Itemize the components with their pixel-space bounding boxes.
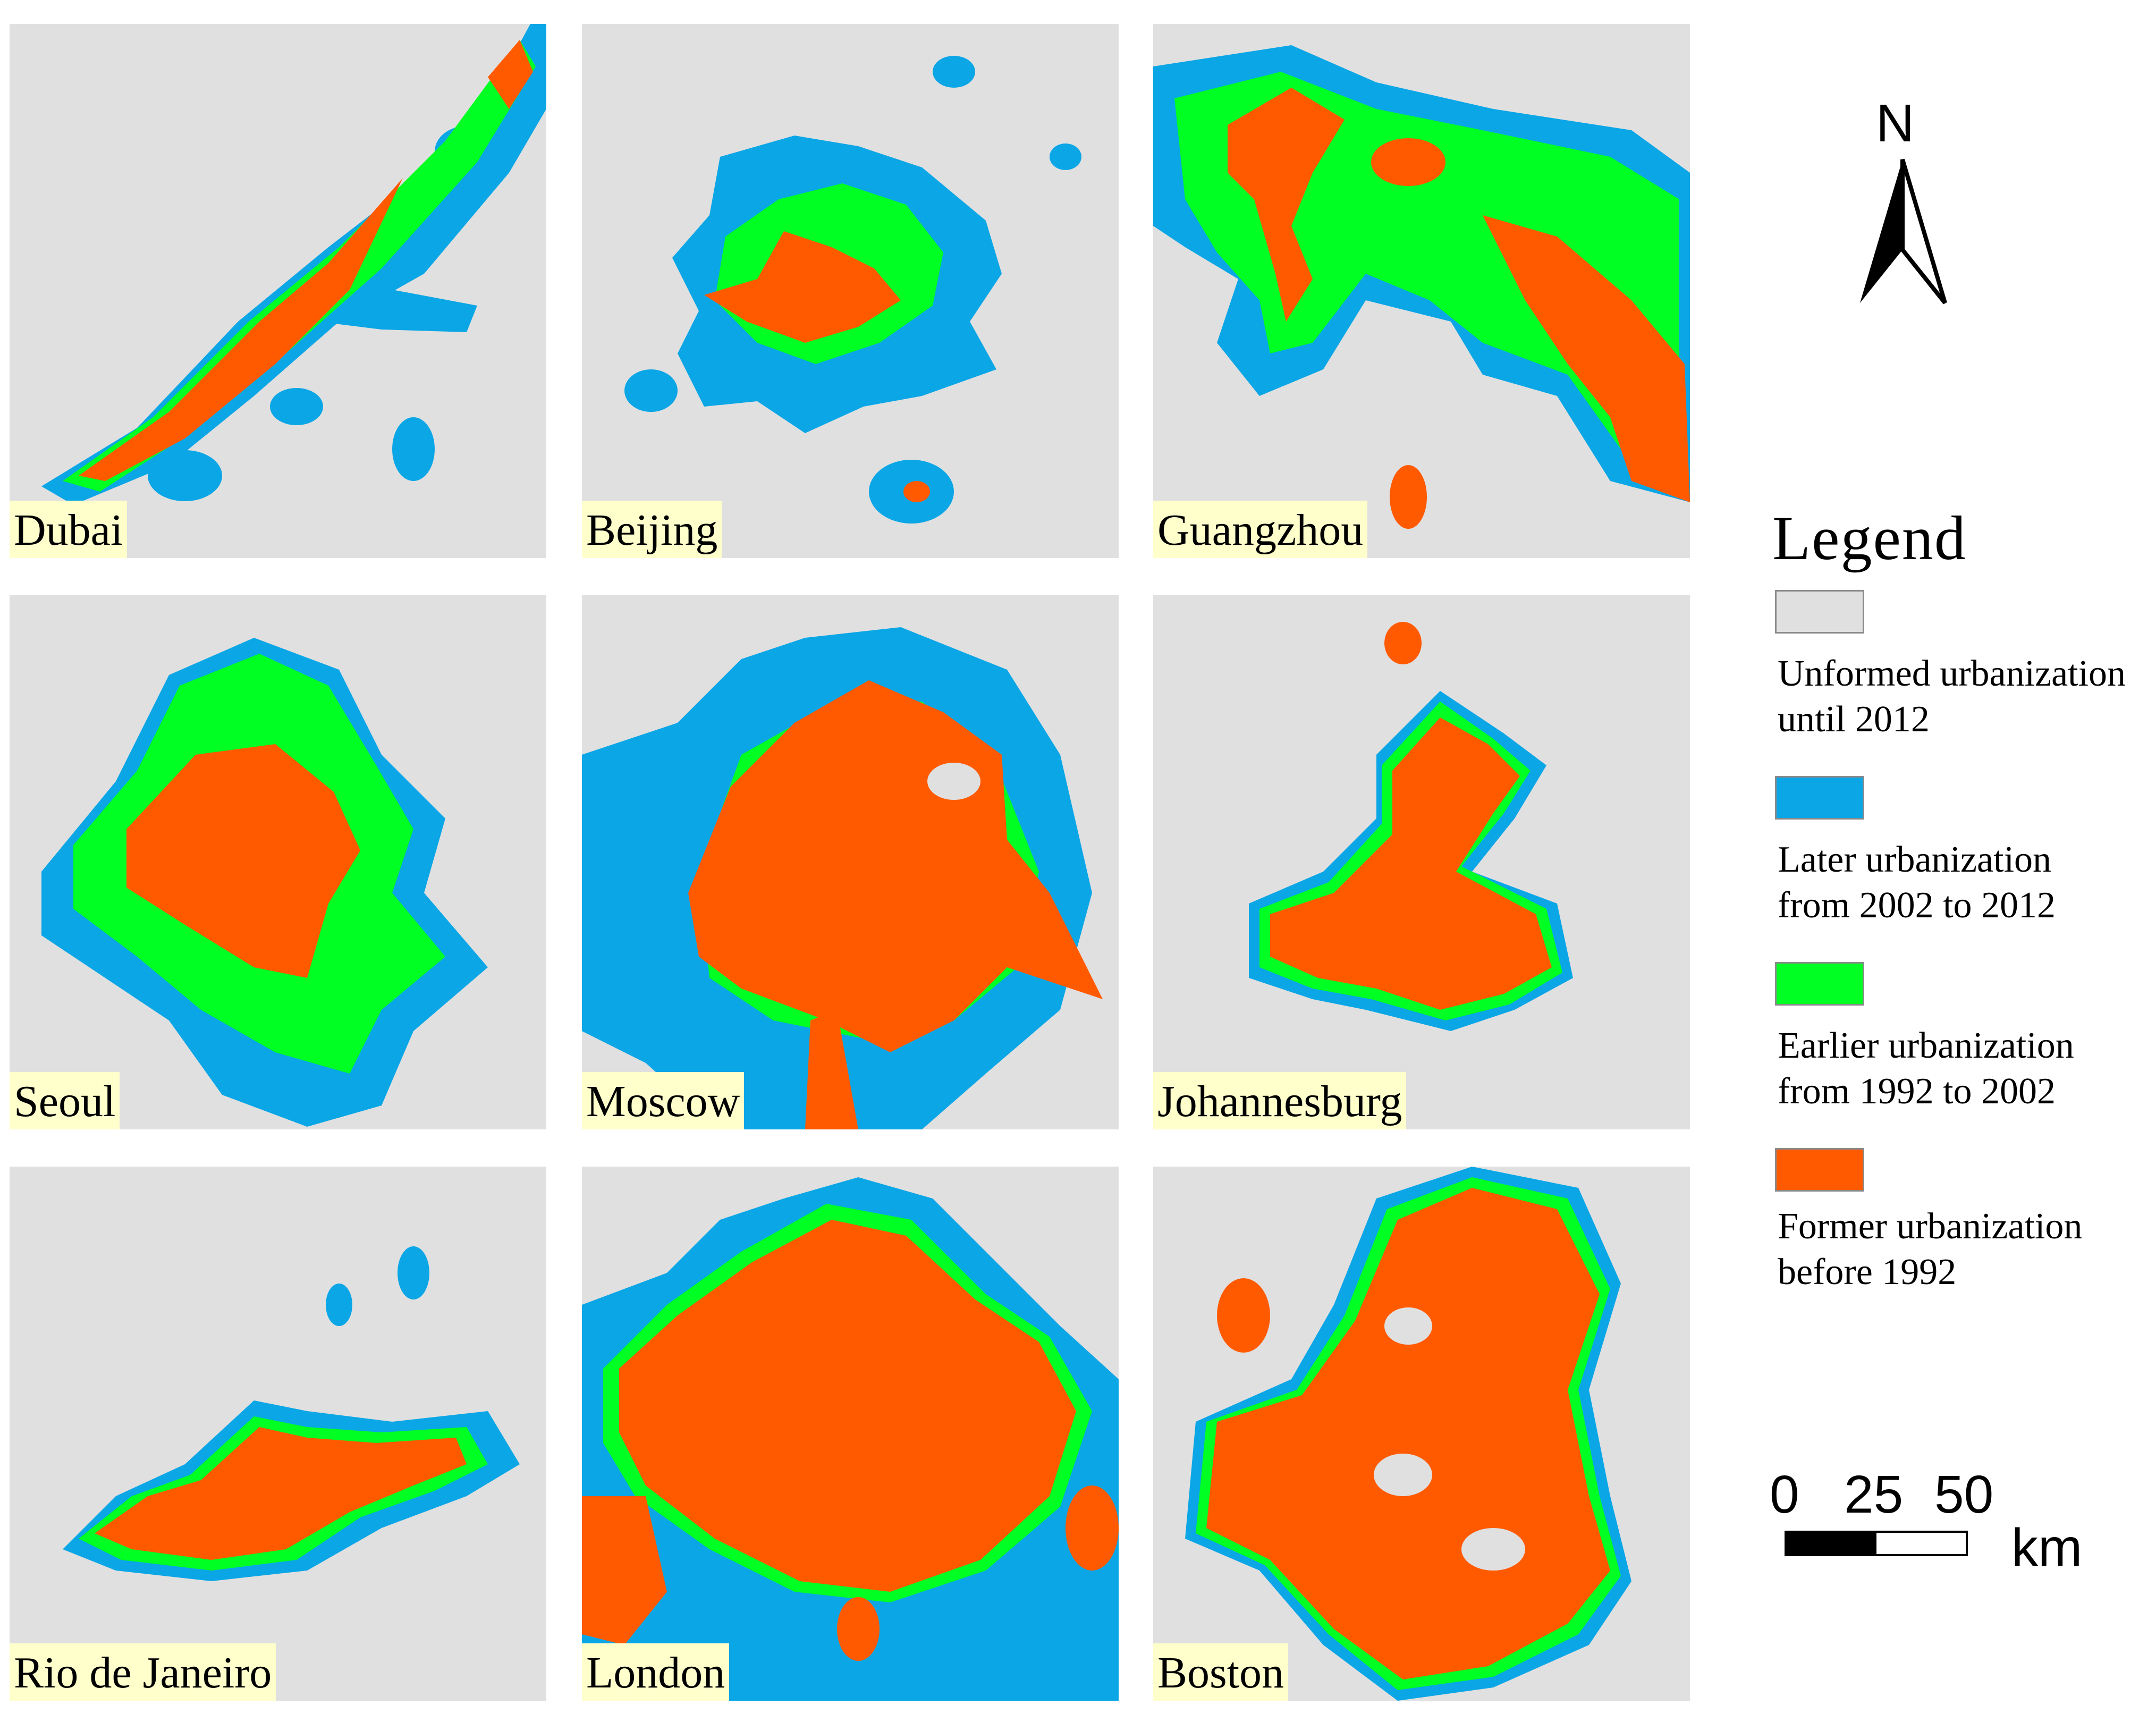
- legend-line: Unformed urbanization: [1778, 653, 2126, 694]
- city-label: Boston: [1153, 1643, 1289, 1701]
- legend-line: Former urbanization: [1778, 1206, 2083, 1247]
- legend-line: from 1992 to 2002: [1778, 1071, 2056, 1112]
- urbanization-map-beijing: [624, 56, 1081, 524]
- map-panel-london: London: [582, 1167, 1119, 1701]
- city-label: Seoul: [10, 1072, 120, 1129]
- urbanization-map-dubai: [41, 24, 546, 505]
- urbanization-map-london: [582, 1167, 1119, 1701]
- urbanization-map-boston: [1185, 1167, 1631, 1701]
- legend-label-earlier: Earlier urbanization from 1992 to 2002: [1778, 1023, 2074, 1115]
- map-panel-guangzhou: Guangzhou: [1153, 24, 1690, 558]
- scale-tick-label: 50: [1934, 1465, 1994, 1524]
- city-label: London: [582, 1643, 730, 1701]
- urbanization-map-seoul: [41, 638, 488, 1127]
- legend-swatch-earlier: [1775, 962, 1864, 1006]
- urbanization-map-johannesburg: [1249, 622, 1573, 1031]
- map-panel-boston: Boston: [1153, 1167, 1690, 1701]
- city-label: Moscow: [582, 1072, 745, 1129]
- legend-line: Later urbanization: [1778, 839, 2052, 880]
- legend-label-unformed: Unformed urbanization until 2012: [1778, 651, 2126, 742]
- urbanization-map-moscow: [582, 627, 1103, 1129]
- legend-line: Earlier urbanization: [1778, 1025, 2074, 1066]
- city-label: Rio de Janeiro: [10, 1643, 276, 1701]
- legend-title: Legend: [1772, 503, 1967, 573]
- urbanization-map-guangzhou: [1153, 45, 1690, 529]
- scale-bar-filled-segment: [1787, 1533, 1876, 1554]
- legend-swatch-later: [1775, 776, 1864, 820]
- legend-line: from 2002 to 2012: [1778, 885, 2056, 926]
- legend-line: until 2012: [1778, 699, 1930, 740]
- legend-label-former: Former urbanization before 1992: [1778, 1204, 2082, 1295]
- north-arrow-icon: [1860, 158, 1947, 305]
- city-label: Johannesburg: [1153, 1072, 1407, 1129]
- city-label: Beijing: [582, 501, 722, 558]
- legend-line: before 1992: [1778, 1252, 1957, 1293]
- map-panel-seoul: Seoul: [10, 595, 546, 1129]
- map-panel-dubai: Dubai: [10, 24, 546, 558]
- legend-swatch-former: [1775, 1148, 1864, 1192]
- scale-tick-label: 25: [1844, 1465, 1904, 1524]
- urbanization-map-rio-de-janeiro: [63, 1246, 520, 1581]
- north-label: N: [1876, 94, 1915, 153]
- scale-unit: km: [2011, 1518, 2083, 1577]
- city-label: Dubai: [10, 501, 128, 558]
- legend-label-later: Later urbanization from 2002 to 2012: [1778, 837, 2056, 928]
- city-label: Guangzhou: [1153, 501, 1368, 558]
- map-panel-johannesburg: Johannesburg: [1153, 595, 1690, 1129]
- scale-bar: [1785, 1531, 1968, 1556]
- map-panel-rio-de-janeiro: Rio de Janeiro: [10, 1167, 546, 1701]
- legend-swatch-unformed: [1775, 590, 1864, 634]
- map-panel-moscow: Moscow: [582, 595, 1119, 1129]
- scale-tick-label: 0: [1770, 1465, 1799, 1524]
- map-panel-beijing: Beijing: [582, 24, 1119, 558]
